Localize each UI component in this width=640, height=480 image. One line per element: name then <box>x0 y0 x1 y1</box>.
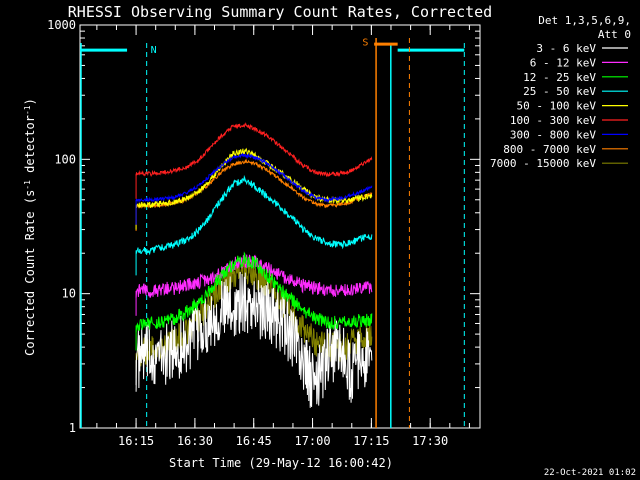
x-tick-label: 17:15 <box>353 434 389 448</box>
x-axis-label: Start Time (29-May-12 16:00:42) <box>169 456 393 470</box>
legend-label: 25 - 50 keV <box>523 85 596 98</box>
footer-date: 22-Oct-2021 01:02 <box>544 468 636 478</box>
y-tick-label: 1000 <box>47 18 76 32</box>
legend-label: 6 - 12 keV <box>530 56 597 69</box>
legend-label: 800 - 7000 keV <box>503 143 596 156</box>
y-axis-label-main: Corrected Count Rate (s <box>23 190 37 356</box>
y-axis-label-end: ) <box>23 98 37 105</box>
series-line <box>135 152 373 204</box>
series-line <box>135 251 373 333</box>
series-line <box>135 122 373 178</box>
legend-header-line-1: Det 1,3,5,6,9, <box>538 14 631 27</box>
legend-label: 7000 - 15000 keV <box>490 157 596 170</box>
annotation-N: N <box>151 45 157 56</box>
attenuator-markers: NS <box>80 38 465 428</box>
y-axis-label-sup1: -1 <box>23 180 32 190</box>
plot-frame <box>79 24 481 429</box>
y-tick-label: 10 <box>62 287 76 301</box>
x-tick-label: 16:15 <box>118 434 154 448</box>
legend-label: 100 - 300 keV <box>510 114 596 127</box>
x-tick-label: 17:00 <box>294 434 330 448</box>
plot-border <box>79 24 481 429</box>
y-axis-ticks: 1 10 100 1000 <box>47 18 480 435</box>
legend-label: 12 - 25 keV <box>523 71 596 84</box>
x-tick-label: 16:45 <box>236 434 272 448</box>
y-tick-label: 100 <box>54 152 76 166</box>
x-axis-ticks: 16:15 16:30 16:45 17:00 17:15 17:30 <box>96 25 470 448</box>
series-layer <box>135 122 373 408</box>
legend-label: 3 - 6 keV <box>536 42 596 55</box>
series-line <box>135 174 373 256</box>
y-axis-label: Corrected Count Rate (s-1 detector-1) <box>23 98 38 356</box>
series-line <box>135 271 373 408</box>
annotation-S: S <box>362 38 368 49</box>
chart-title: RHESSI Observing Summary Count Rates, Co… <box>68 3 492 21</box>
legend-header-line-2: Att 0 <box>598 28 631 41</box>
x-tick-label: 16:30 <box>177 434 213 448</box>
legend-label: 50 - 100 keV <box>517 100 597 113</box>
legend-header: Det 1,3,5,6,9, Att 0 <box>538 14 631 41</box>
y-tick-label: 1 <box>69 421 76 435</box>
y-axis-label-mid: detector <box>23 115 37 180</box>
legend-label: 300 - 800 keV <box>510 128 596 141</box>
y-axis-label-sup2: -1 <box>23 105 32 115</box>
x-tick-label: 17:30 <box>412 434 448 448</box>
